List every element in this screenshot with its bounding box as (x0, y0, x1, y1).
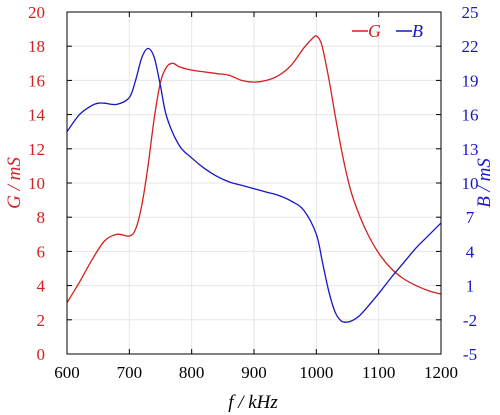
legend-label-b: B (412, 21, 423, 41)
grid-layer (66, 11, 442, 355)
y-left-tick-label: 20 (28, 3, 45, 22)
x-tick-label: 1000 (299, 363, 333, 382)
x-tick-label: 1100 (362, 363, 395, 382)
y-left-tick-label: 4 (37, 277, 46, 296)
y-right-tick-label: -5 (463, 345, 477, 364)
y-left-tick-label: 2 (37, 311, 46, 330)
x-tick-label: 900 (241, 363, 267, 382)
y-left-tick-label: 16 (28, 71, 45, 90)
y-right-tick-label: 22 (462, 37, 479, 56)
y-left-tick-label: 14 (28, 106, 46, 125)
x-tick-label: 1200 (424, 363, 458, 382)
x-axis-label: f / kHz (228, 392, 278, 413)
tick-layer: 600 700 800 900 1000 1100 12000246810121416182… (28, 3, 479, 382)
y-right-tick-label: 4 (466, 242, 475, 261)
series-line-g (66, 35, 442, 304)
y-right-tick-label: 13 (462, 140, 479, 159)
y-left-tick-label: 0 (37, 345, 46, 364)
y-left-tick-label: 10 (28, 174, 45, 193)
y-left-tick-label: 18 (28, 37, 45, 56)
y-right-tick-label: 19 (462, 71, 479, 90)
y-left-tick-label: 12 (28, 140, 45, 159)
x-tick-label: 600 (54, 363, 80, 382)
x-tick-label: 800 (179, 363, 205, 382)
y-left-tick-label: 6 (37, 242, 46, 261)
y-right-tick-label: 25 (462, 3, 479, 22)
y-left-tick-label: 8 (37, 208, 46, 227)
y-axis-right-label: B / mS (474, 158, 495, 208)
y-right-tick-label: 16 (462, 106, 479, 125)
series-layer (66, 35, 442, 323)
x-tick-label: 700 (117, 363, 143, 382)
legend: G B (352, 21, 423, 41)
y-right-tick-label: 1 (466, 277, 475, 296)
y-axis-left-label: G / mS (4, 157, 25, 209)
y-right-tick-label: 7 (466, 208, 475, 227)
series-line-b (66, 47, 442, 323)
legend-label-g: G (368, 21, 381, 41)
y-right-tick-label: -2 (463, 311, 477, 330)
y-right-tick-label: 10 (462, 174, 479, 193)
